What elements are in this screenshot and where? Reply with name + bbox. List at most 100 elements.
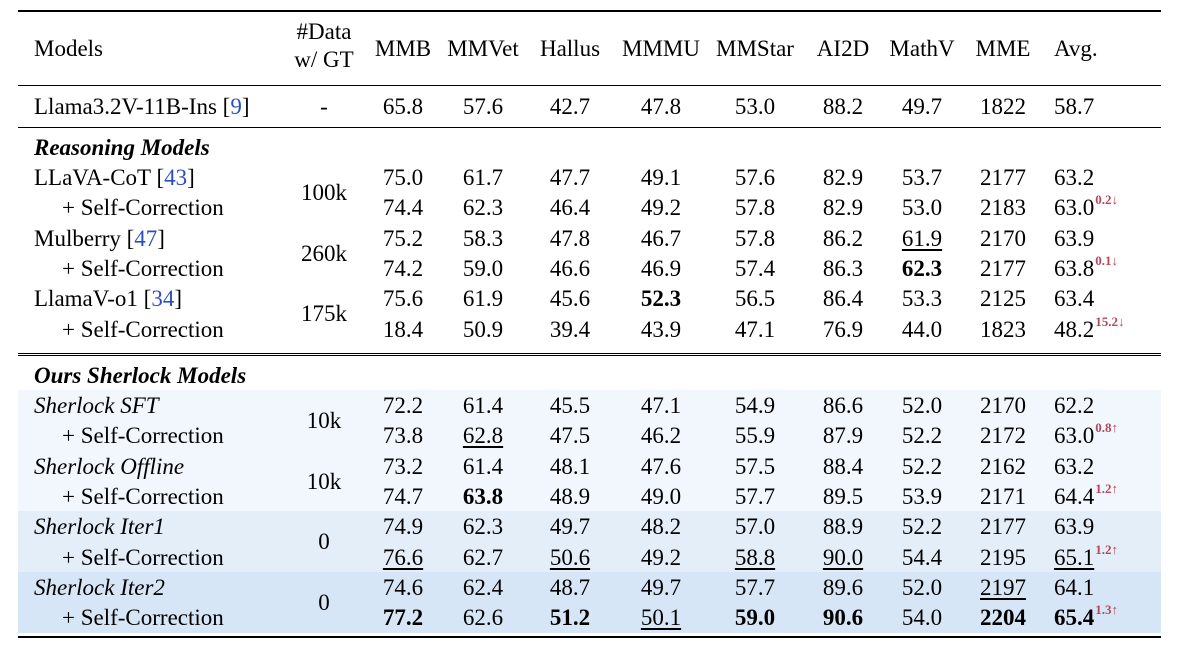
- citation-link[interactable]: 9: [230, 94, 242, 119]
- citation-link[interactable]: 43: [164, 165, 188, 190]
- value-text: 56.5: [734, 286, 776, 312]
- value-cell: 86.2: [793, 224, 893, 254]
- value-text: 58.3: [462, 225, 504, 251]
- citation-link[interactable]: 34: [151, 286, 175, 312]
- value-cell: 2183: [953, 193, 1053, 223]
- value-cell: 63.2: [1054, 163, 1094, 193]
- value-cell: 61.7: [433, 163, 533, 193]
- value-text: 59.0: [462, 255, 504, 281]
- header-col-mmmu: MMMU: [622, 36, 700, 61]
- table-row: + Self-Correction 77.2 62.6 51.2 50.1 59.0 90.…: [18, 602, 1161, 633]
- value-text: 73.2: [382, 453, 424, 479]
- model-name-text: Sherlock Iter2: [34, 574, 165, 600]
- value-cell: 76.9: [793, 315, 893, 345]
- model-name-text: + Self-Correction: [62, 316, 224, 342]
- model-name-text: Mulberry [: [34, 225, 135, 251]
- data-count: -: [320, 94, 328, 119]
- value-text: 48.2: [1054, 316, 1095, 342]
- value-cell: 73.8: [353, 421, 453, 451]
- value-text: 53.3: [901, 286, 943, 312]
- value-text: 86.3: [822, 255, 864, 281]
- value-cell: 49.7: [611, 573, 711, 603]
- value-text: 74.2: [382, 255, 424, 281]
- data-count: 100k: [301, 180, 347, 205]
- header-col-hallus: Hallus: [539, 36, 601, 61]
- value-text: 2197: [980, 574, 1026, 600]
- value-text: 72.2: [382, 393, 424, 418]
- citation-bracket: ]: [174, 286, 182, 312]
- value-text: 62.4: [462, 574, 504, 600]
- value-cell: 2204: [953, 603, 1053, 633]
- value-cell: 53.3: [872, 284, 972, 314]
- value-text: 58.8: [734, 544, 776, 570]
- value-text: 57.7: [734, 574, 776, 600]
- table-row: + Self-Correction 74.2 59.0 46.6 46.9 57.4 86.…: [18, 253, 1161, 284]
- value-cell: 64.1: [1054, 573, 1094, 603]
- model-name-text: + Self-Correction: [62, 195, 224, 221]
- citation-link[interactable]: 47: [134, 225, 158, 251]
- model-name: LlamaV-o1 [34]: [34, 284, 182, 314]
- value-cell: 50.6: [520, 543, 620, 573]
- value-cell: 62.2: [1054, 391, 1094, 421]
- value-text: 52.2: [901, 514, 943, 540]
- value-cell: 73.2: [353, 452, 453, 482]
- value-cell: 53.0: [872, 193, 972, 223]
- value-cell: 46.4: [520, 193, 620, 223]
- model-name: Llama3.2V-11B-Ins [9]: [34, 92, 250, 122]
- value-text: 2170: [980, 225, 1026, 251]
- value-text: 2125: [980, 286, 1026, 312]
- value-cell: 46.7: [611, 224, 711, 254]
- data-count: 0: [318, 529, 330, 555]
- value-text: 2162: [980, 453, 1026, 479]
- value-cell: 42.7: [520, 92, 620, 122]
- model-name: Sherlock Iter1: [34, 512, 165, 542]
- value-cell: 58.7: [1054, 92, 1094, 122]
- value-text: 63.0: [1054, 423, 1095, 449]
- value-cell: 46.9: [611, 254, 711, 284]
- delta-badge: 15.2↓: [1095, 313, 1125, 329]
- value-text: 54.4: [901, 544, 943, 570]
- value-cell: 86.6: [793, 391, 893, 421]
- value-cell: 75.0: [353, 163, 453, 193]
- value-cell: 57.4: [705, 254, 805, 284]
- value-text: 52.0: [901, 574, 943, 600]
- value-text: 86.6: [822, 393, 864, 418]
- table-row: + Self-Correction 18.4 50.9 39.4 43.9 47.1 76.…: [18, 313, 1161, 345]
- value-text: 45.6: [549, 286, 591, 312]
- value-cell: 62.3: [433, 512, 533, 542]
- value-cell: 61.9: [872, 224, 972, 254]
- value-cell: 52.2: [872, 421, 972, 451]
- value-text: 47.5: [549, 423, 591, 449]
- model-name: + Self-Correction: [62, 543, 224, 573]
- value-text: 88.4: [822, 453, 864, 479]
- value-text: 42.7: [549, 94, 591, 119]
- value-cell: 77.2: [353, 603, 453, 633]
- value-text: 87.9: [822, 423, 864, 449]
- value-text: 88.9: [822, 514, 864, 540]
- value-text: 76.9: [822, 316, 864, 342]
- value-cell: 74.2: [353, 254, 453, 284]
- value-text: 62.8: [462, 423, 504, 449]
- model-name: + Self-Correction: [62, 421, 224, 451]
- value-cell: 82.9: [793, 163, 893, 193]
- value-text: 75.6: [382, 286, 424, 312]
- model-name-text: + Self-Correction: [62, 605, 224, 631]
- value-cell: 61.4: [433, 452, 533, 482]
- value-text: 57.4: [734, 255, 776, 281]
- value-cell: 74.4: [353, 193, 453, 223]
- value-cell: 49.0: [611, 482, 711, 512]
- value-cell: 2177: [953, 254, 1053, 284]
- baseline-rule: [18, 127, 1161, 128]
- model-name: + Self-Correction: [62, 603, 224, 633]
- value-cell: 53.7: [872, 163, 972, 193]
- table-row: Sherlock Iter2 74.6 62.4 48.7 49.7 57.7 89.6 52…: [18, 573, 1161, 603]
- header-col-mathv: MathV: [889, 36, 955, 61]
- value-text: 62.3: [462, 195, 504, 221]
- delta-badge: 0.2↓: [1095, 192, 1118, 208]
- model-name-text: Sherlock SFT: [34, 393, 159, 418]
- value-cell: 63.2: [1054, 452, 1094, 482]
- value-text: 65.1: [1054, 544, 1095, 570]
- value-text: 61.4: [462, 453, 504, 479]
- header-col-mmvet: MMVet: [447, 36, 519, 61]
- value-cell: 47.7: [520, 163, 620, 193]
